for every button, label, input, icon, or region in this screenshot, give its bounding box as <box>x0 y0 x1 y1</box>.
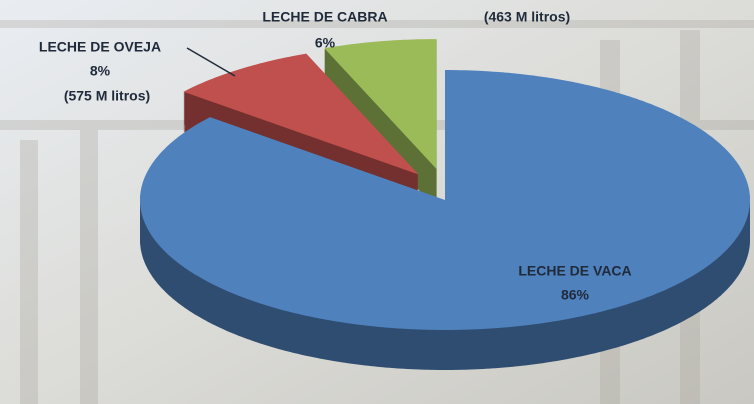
pie <box>140 39 750 370</box>
slice-label: LECHE DE OVEJA <box>39 39 161 55</box>
leader-line <box>186 47 236 77</box>
slice <box>183 53 419 175</box>
slice-label: LECHE DE CABRA <box>262 9 387 25</box>
value-label: 86% <box>561 287 590 303</box>
slice <box>140 70 750 330</box>
slice-label: LECHE DE VACA <box>518 263 631 279</box>
slice <box>324 39 437 170</box>
value-label: 8% <box>90 63 111 79</box>
annotation: (463 M litros) <box>484 9 570 25</box>
value-label: 6% <box>315 35 336 51</box>
annotation: (575 M litros) <box>64 88 150 104</box>
